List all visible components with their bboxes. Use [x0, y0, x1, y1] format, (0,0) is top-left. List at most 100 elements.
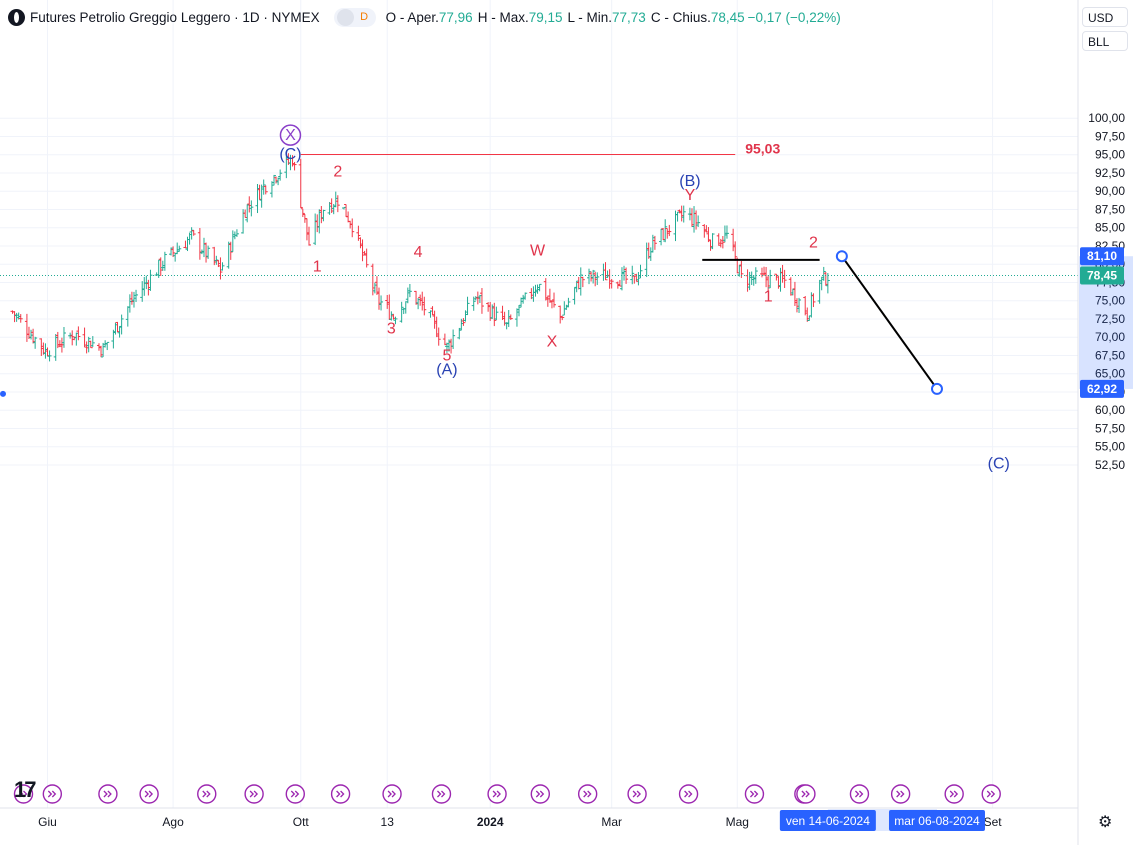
ohlc-bar: [319, 206, 324, 224]
ohlc-bar: [53, 334, 58, 361]
ohlc-bar: [471, 296, 476, 311]
event-marker-icon[interactable]: [42, 784, 63, 804]
chart-grid: [0, 0, 1078, 808]
symbol-title[interactable]: Futures Petrolio Greggio Leggero · 1D · …: [30, 9, 320, 25]
time-tick-label: Ago: [162, 815, 184, 829]
date-tags: ven 14-06-2024 mar 06-08-2024: [779, 809, 985, 831]
ohlc-bar: [463, 310, 468, 322]
event-marker-icon[interactable]: [244, 784, 264, 804]
time-tick-label: 13: [381, 815, 395, 829]
price-tick-label: 95,00: [1095, 148, 1125, 162]
ohlc-bar: [317, 209, 322, 234]
price-tick-label: 70,00: [1095, 330, 1125, 344]
event-marker-circle: [285, 784, 305, 804]
ohlc-bar: [519, 297, 524, 308]
ohlc-bar: [245, 204, 250, 223]
ohlc-bar: [630, 265, 635, 285]
event-marker-circle: [627, 784, 647, 804]
ohlc-bar: [451, 329, 456, 349]
price-tick-label: 75,00: [1095, 294, 1125, 308]
unit-select[interactable]: BLL: [1082, 31, 1128, 51]
event-marker-icon[interactable]: [487, 784, 507, 804]
event-marker-icon[interactable]: [849, 784, 870, 804]
open-label: O - Aper.: [385, 9, 439, 25]
event-marker-icon[interactable]: [431, 784, 452, 804]
event-marker-icon[interactable]: [577, 784, 598, 804]
wave-label: (C): [988, 456, 1010, 473]
price-tag: 78,45: [1087, 269, 1117, 283]
ohlc-bar: [778, 267, 783, 292]
event-marker-icon[interactable]: [382, 784, 402, 804]
event-marker-icon[interactable]: [139, 784, 159, 804]
ohlc-bar: [84, 341, 89, 354]
ohlc-bar: [90, 336, 95, 347]
event-marker-icon[interactable]: [744, 784, 765, 804]
status-pill[interactable]: D: [333, 7, 376, 27]
event-marker-icon[interactable]: [890, 784, 911, 804]
event-marker-icon[interactable]: [285, 784, 305, 804]
ohlc-bar: [134, 289, 139, 303]
event-marker-arrows: [47, 790, 57, 798]
ohlc-bar: [461, 318, 466, 326]
event-marker-icon[interactable]: [796, 784, 816, 804]
high-value: 79,15: [528, 9, 563, 25]
ohlc-bar: [263, 185, 268, 195]
ohlc-bar: [580, 276, 585, 288]
ohlc-bar: [591, 269, 596, 284]
ohlc-bar: [105, 341, 110, 351]
ohlc-bar: [533, 284, 538, 297]
ohlc-bar: [201, 237, 206, 258]
ohlc-bar: [762, 266, 767, 277]
ohlc-bar: [537, 283, 542, 292]
ohlc-bar: [465, 296, 470, 316]
date-tag-bg: [779, 810, 876, 831]
price-tick-label: 85,00: [1095, 221, 1125, 235]
ohlc-bar: [88, 340, 93, 349]
event-marker-icon[interactable]: [627, 784, 647, 804]
event-marker-icon[interactable]: [944, 784, 964, 804]
event-marker-circle: [981, 784, 1001, 804]
event-marker-icon[interactable]: [530, 784, 551, 804]
event-marker-icon[interactable]: [678, 784, 699, 804]
event-marker-arrows: [896, 790, 905, 798]
ohlc-bar: [576, 276, 581, 290]
price-tags: 81,10 78,45 62,92: [1079, 247, 1133, 398]
ohlc-bar: [436, 327, 441, 346]
ohlc-bar: [271, 174, 276, 186]
wave-label: (A): [436, 361, 457, 378]
ohlc-bar: [821, 266, 826, 281]
event-marker-circle: [530, 784, 551, 804]
time-tick-label: Giu: [38, 815, 57, 829]
ohlc-bar: [710, 233, 715, 250]
ohlc-bar: [333, 191, 338, 208]
event-marker-icon[interactable]: [981, 784, 1001, 804]
event-markers: [13, 784, 1001, 804]
wave-label: Y: [685, 187, 696, 204]
price-tick-label: 65,00: [1095, 367, 1125, 381]
ohlc-bar: [694, 210, 699, 230]
ohlc-bar: [706, 227, 711, 243]
event-marker-icon[interactable]: [197, 784, 217, 804]
event-marker-icon[interactable]: [330, 784, 351, 804]
ohlc-bar: [432, 310, 437, 329]
price-axis-bg: [1078, 0, 1133, 845]
ohlc-bar: [696, 215, 701, 227]
ohlc-bar: [552, 292, 557, 308]
ohlc-bar: [442, 333, 447, 346]
ohlc-bar: [197, 228, 202, 260]
currency-select[interactable]: USD: [1082, 7, 1128, 27]
time-tick-label: Set: [984, 815, 1003, 829]
high-label: H - Max.: [477, 9, 529, 25]
event-marker-arrows: [103, 790, 112, 798]
event-marker-arrows: [249, 790, 259, 798]
event-marker-icon[interactable]: [98, 784, 118, 804]
event-marker-arrows: [290, 790, 300, 798]
settings-gear-icon[interactable]: ⚙: [1098, 814, 1113, 831]
event-marker-icon[interactable]: [13, 784, 34, 804]
ohlc-bar: [364, 248, 369, 268]
tradingview-logo-icon[interactable]: 17: [14, 777, 37, 802]
change-value: −0,17 (−0,22%): [747, 9, 841, 25]
ohlc-bar: [169, 247, 174, 256]
ohlc-bar: [191, 230, 196, 236]
